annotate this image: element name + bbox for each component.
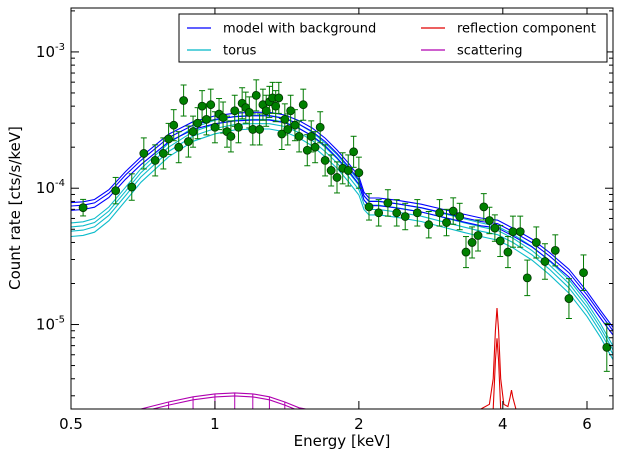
data-point (226, 131, 236, 141)
x-axis-label: Energy [keV] (294, 432, 391, 450)
data-point (164, 134, 173, 144)
data-point (495, 236, 505, 246)
legend-label: reflection component (457, 22, 596, 37)
x-tick-label: 2 (354, 415, 364, 433)
data-point (280, 114, 290, 124)
legend-label: model with background (223, 22, 376, 37)
data-point (179, 96, 189, 105)
data-point (283, 125, 293, 134)
data-point (294, 131, 304, 141)
y-axis: 10-5 10-4 10-3 (36, 10, 613, 397)
x-tick-label: 0.5 (59, 415, 83, 433)
data-point (310, 142, 320, 152)
reflection-line-0 (480, 308, 517, 409)
data-point (111, 186, 121, 196)
data-point (230, 106, 240, 116)
data-point (315, 122, 325, 132)
data-point (261, 106, 271, 116)
data-point (374, 208, 384, 218)
data-point (364, 202, 374, 212)
x-tick-label: 6 (582, 415, 592, 433)
data-point (127, 182, 137, 192)
data-point (473, 231, 483, 240)
data-point (286, 106, 296, 116)
legend: model with background reflection componen… (178, 13, 608, 63)
data-point (550, 245, 560, 255)
scattering-line-0 (140, 392, 306, 409)
y-tick-label: 10-3 (36, 42, 65, 61)
data-point (174, 142, 184, 152)
data-point (158, 149, 168, 158)
data-point (442, 218, 451, 227)
data-point (503, 247, 513, 257)
data-point (522, 273, 532, 283)
data-point (435, 208, 444, 218)
data-point (508, 227, 518, 237)
data-point (326, 166, 336, 175)
data-point (290, 120, 300, 130)
data-point (206, 100, 216, 110)
legend-label: scattering (457, 44, 523, 59)
data-point (183, 137, 193, 146)
plot-area (71, 79, 613, 409)
data-point (424, 220, 434, 230)
data-point (392, 208, 402, 218)
data-point (602, 342, 612, 352)
data-point (255, 125, 265, 134)
data-point (298, 100, 308, 110)
data-point (448, 206, 458, 216)
data-point (150, 155, 160, 165)
data-point (139, 149, 149, 158)
y-tick-label: 10-5 (36, 315, 65, 334)
data-point (320, 155, 330, 165)
data-point (412, 208, 422, 218)
data-point (244, 107, 254, 117)
y-axis-label: Count rate [cts/s/keV] (6, 126, 24, 290)
data-point (343, 166, 353, 175)
data-point (234, 122, 243, 132)
scattering-line-1 (150, 395, 297, 409)
data-point (349, 147, 359, 157)
x-tick-label: 4 (498, 415, 508, 433)
data-point (193, 118, 203, 128)
data-point (400, 212, 410, 221)
legend-box (178, 13, 608, 63)
data-point (188, 127, 198, 137)
data-point (455, 212, 465, 221)
data-point (354, 168, 364, 178)
data-point (564, 294, 574, 303)
data-point (461, 247, 471, 257)
x-axis: 0.5 1 2 4 6 (59, 8, 592, 433)
data-point (531, 238, 541, 247)
data-point (202, 114, 211, 124)
data-point (540, 257, 550, 266)
data-point (467, 238, 477, 247)
x-tick-label: 1 (210, 415, 220, 433)
y-tick-label: 10-4 (36, 178, 65, 197)
data-point (485, 216, 494, 225)
data-point (169, 120, 179, 130)
data-point (515, 227, 525, 237)
data-point (302, 145, 312, 155)
legend-label: torus (223, 44, 257, 59)
data-point (306, 131, 316, 141)
data-point (383, 198, 393, 208)
data-point (251, 90, 261, 100)
data-point (579, 268, 588, 278)
data-point (490, 223, 500, 233)
data-point (78, 203, 88, 213)
plot-frame (70, 7, 614, 410)
data-point (271, 101, 281, 111)
data-point (218, 113, 228, 122)
data-point (277, 129, 287, 139)
data-point (332, 173, 342, 182)
data-point (274, 93, 284, 103)
